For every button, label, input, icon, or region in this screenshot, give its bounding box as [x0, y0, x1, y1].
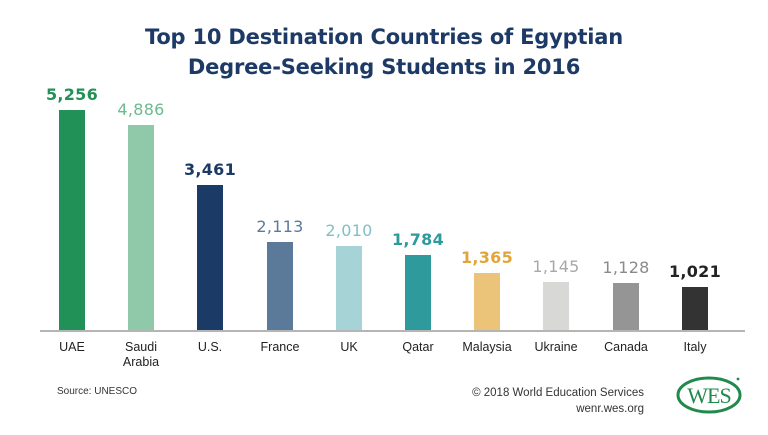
bar-ukraine	[543, 282, 569, 330]
bar-qatar	[405, 255, 431, 330]
category-label: UK	[340, 340, 358, 354]
value-label: 2,010	[325, 221, 373, 240]
value-label: 4,886	[117, 100, 165, 119]
value-label: 3,461	[183, 160, 237, 179]
category-label: France	[260, 340, 300, 354]
category-label: Italy	[683, 340, 707, 354]
wes-logo-icon: WES	[676, 376, 742, 414]
category-label: U.S.	[197, 340, 223, 354]
bar-uk	[336, 246, 362, 330]
category-label: Qatar	[402, 340, 434, 354]
value-label: 1,365	[460, 248, 514, 267]
value-label: 1,021	[668, 262, 722, 281]
copyright-text: © 2018 World Education Services	[472, 387, 644, 399]
bar-france	[267, 242, 293, 330]
bar-u-s-	[197, 185, 223, 330]
chart-title-line-2: Degree-Seeking Students in 2016	[187, 55, 581, 79]
value-label: 2,113	[256, 217, 304, 236]
value-label: 5,256	[45, 85, 99, 104]
value-label: 1,128	[602, 258, 650, 277]
category-label: Ukraine	[534, 340, 578, 354]
bar-saudi-arabia	[128, 125, 154, 330]
chart-title-line-1: Top 10 Destination Countries of Egyptian	[144, 25, 623, 49]
website-url: wenr.wes.org	[576, 403, 644, 415]
value-label: 1,145	[532, 257, 580, 276]
bar-canada	[613, 283, 639, 330]
x-axis-line	[40, 330, 745, 332]
category-label: Saudi Arabia	[122, 340, 160, 369]
category-label: Canada	[604, 340, 648, 354]
bar-italy	[682, 287, 708, 330]
wes-logo: WES	[675, 375, 743, 415]
copyright-block: © 2018 World Education Services wenr.wes…	[472, 385, 644, 417]
category-label: UAE	[59, 340, 85, 354]
value-label: 1,784	[391, 230, 445, 249]
chart-title: Top 10 Destination Countries of Egyptian…	[0, 22, 768, 82]
bar-uae	[59, 110, 85, 330]
svg-text:WES: WES	[687, 383, 730, 408]
bar-malaysia	[474, 273, 500, 330]
source-note: Source: UNESCO	[57, 386, 138, 397]
category-label: Malaysia	[462, 340, 512, 354]
